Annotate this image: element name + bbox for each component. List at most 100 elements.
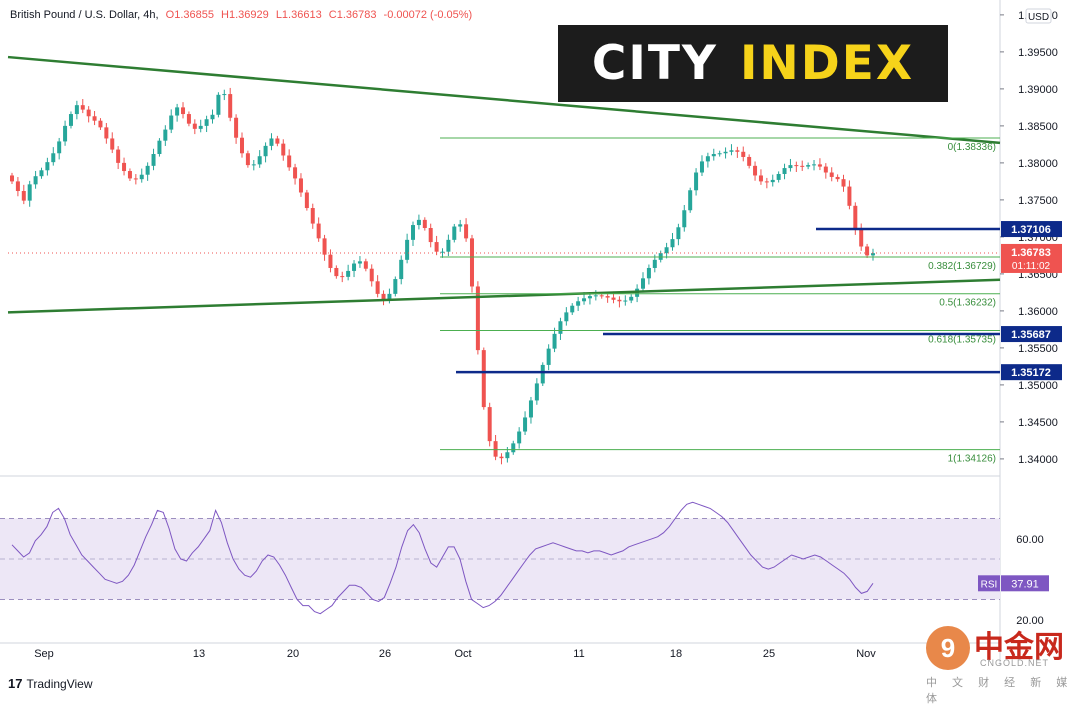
candle-body xyxy=(15,181,20,192)
candle-body xyxy=(381,293,386,300)
candle-body xyxy=(51,153,56,163)
candle-body xyxy=(705,156,710,162)
rsi-line xyxy=(11,501,874,615)
candle-body xyxy=(257,156,262,165)
candle-body xyxy=(552,333,557,349)
candle-body xyxy=(729,150,734,152)
resistance-trendline xyxy=(7,55,1001,145)
candle-body xyxy=(717,153,722,155)
candle-body xyxy=(10,175,14,182)
candle-body xyxy=(369,268,374,282)
fib-level-label: 0.5(1.36232) xyxy=(939,298,996,309)
change-value: -0.00072 (-0.05%) xyxy=(383,9,473,21)
candle-body xyxy=(322,238,327,255)
currency-label: USD xyxy=(1028,12,1049,23)
candle-body xyxy=(363,261,368,269)
candle-body xyxy=(63,125,68,142)
candle-body xyxy=(293,167,298,179)
candle-body xyxy=(157,140,162,155)
candle-body xyxy=(817,164,822,167)
candle-body xyxy=(623,300,628,302)
price-tick-label: 1.39000 xyxy=(1018,84,1058,96)
candle-body xyxy=(617,299,622,302)
candle-body xyxy=(682,210,687,228)
candle-body xyxy=(646,267,651,279)
candle-body xyxy=(540,364,545,384)
candle-body xyxy=(770,179,775,183)
tradingview-footer[interactable]: 17 TradingView xyxy=(8,676,93,691)
candle-body xyxy=(593,295,598,297)
fib-level-label: 0(1.38336) xyxy=(948,142,996,153)
candle-body xyxy=(80,105,85,110)
price-label-box xyxy=(1001,326,1062,343)
symbol-title: British Pound / U.S. Dollar, 4h, xyxy=(10,9,159,21)
candle-body xyxy=(487,407,492,442)
candle-body xyxy=(829,172,834,177)
candle-body xyxy=(446,239,451,252)
candle-body xyxy=(806,165,811,167)
candle-body xyxy=(39,170,44,177)
candle-body xyxy=(98,120,103,128)
watermark-url: CNGOLD.NET xyxy=(980,658,1050,668)
candle-body xyxy=(475,286,480,351)
price-tick-label: 1.37500 xyxy=(1018,195,1058,207)
ohlc-legend: British Pound / U.S. Dollar, 4h, O1.3685… xyxy=(10,9,476,21)
candle-body xyxy=(871,253,875,256)
candle-body xyxy=(405,239,410,260)
candle-body xyxy=(263,145,268,157)
candle-body xyxy=(611,297,616,300)
price-label-box xyxy=(1001,221,1062,238)
candle-body xyxy=(192,123,197,129)
candle-body xyxy=(210,114,215,120)
candle-body xyxy=(599,295,604,297)
candle-body xyxy=(688,190,693,211)
candle-body xyxy=(104,127,109,139)
candle-body xyxy=(169,115,174,130)
candle-body xyxy=(45,162,50,171)
candle-body xyxy=(758,175,763,182)
candle-body xyxy=(747,156,752,166)
low-value: L1.36613 xyxy=(275,9,322,21)
candle-body xyxy=(776,173,781,180)
candle-body xyxy=(523,417,528,432)
price-tick-label: 1.35000 xyxy=(1018,380,1058,392)
candle-body xyxy=(204,119,209,126)
candles xyxy=(10,87,875,465)
candle-body xyxy=(558,321,563,334)
logo-word-city: CITY xyxy=(591,36,718,91)
candle-body xyxy=(458,224,463,227)
fib-level-label: 0.382(1.36729) xyxy=(928,261,996,272)
candle-body xyxy=(629,296,634,301)
time-tick-label: 18 xyxy=(670,648,682,660)
candle-body xyxy=(387,293,392,300)
candle-body xyxy=(605,296,610,298)
candle-body xyxy=(222,94,227,96)
candle-body xyxy=(393,279,398,294)
last-price-label: 1.36783 xyxy=(1011,247,1051,259)
candle-body xyxy=(316,223,321,239)
candle-body xyxy=(753,165,758,176)
time-tick-label: 26 xyxy=(379,648,391,660)
candle-body xyxy=(340,276,345,278)
price-tick-label: 1.34500 xyxy=(1018,417,1058,429)
candle-body xyxy=(576,301,581,306)
candle-body xyxy=(723,151,728,154)
candle-body xyxy=(416,219,421,226)
candle-body xyxy=(251,164,256,166)
logo-word-index: INDEX xyxy=(739,36,915,91)
candle-body xyxy=(841,179,846,187)
candle-body xyxy=(517,431,522,444)
candle-body xyxy=(859,228,864,247)
candle-body xyxy=(310,208,315,224)
candle-body xyxy=(92,116,97,121)
time-tick-label: 11 xyxy=(573,648,584,660)
candle-body xyxy=(357,261,362,264)
price-tick-label: 1.34000 xyxy=(1018,454,1058,466)
candle-body xyxy=(652,259,657,268)
candle-body xyxy=(493,441,498,457)
candle-body xyxy=(853,205,858,229)
candle-body xyxy=(564,312,569,322)
candle-body xyxy=(699,161,704,173)
tradingview-brand: TradingView xyxy=(26,676,93,691)
